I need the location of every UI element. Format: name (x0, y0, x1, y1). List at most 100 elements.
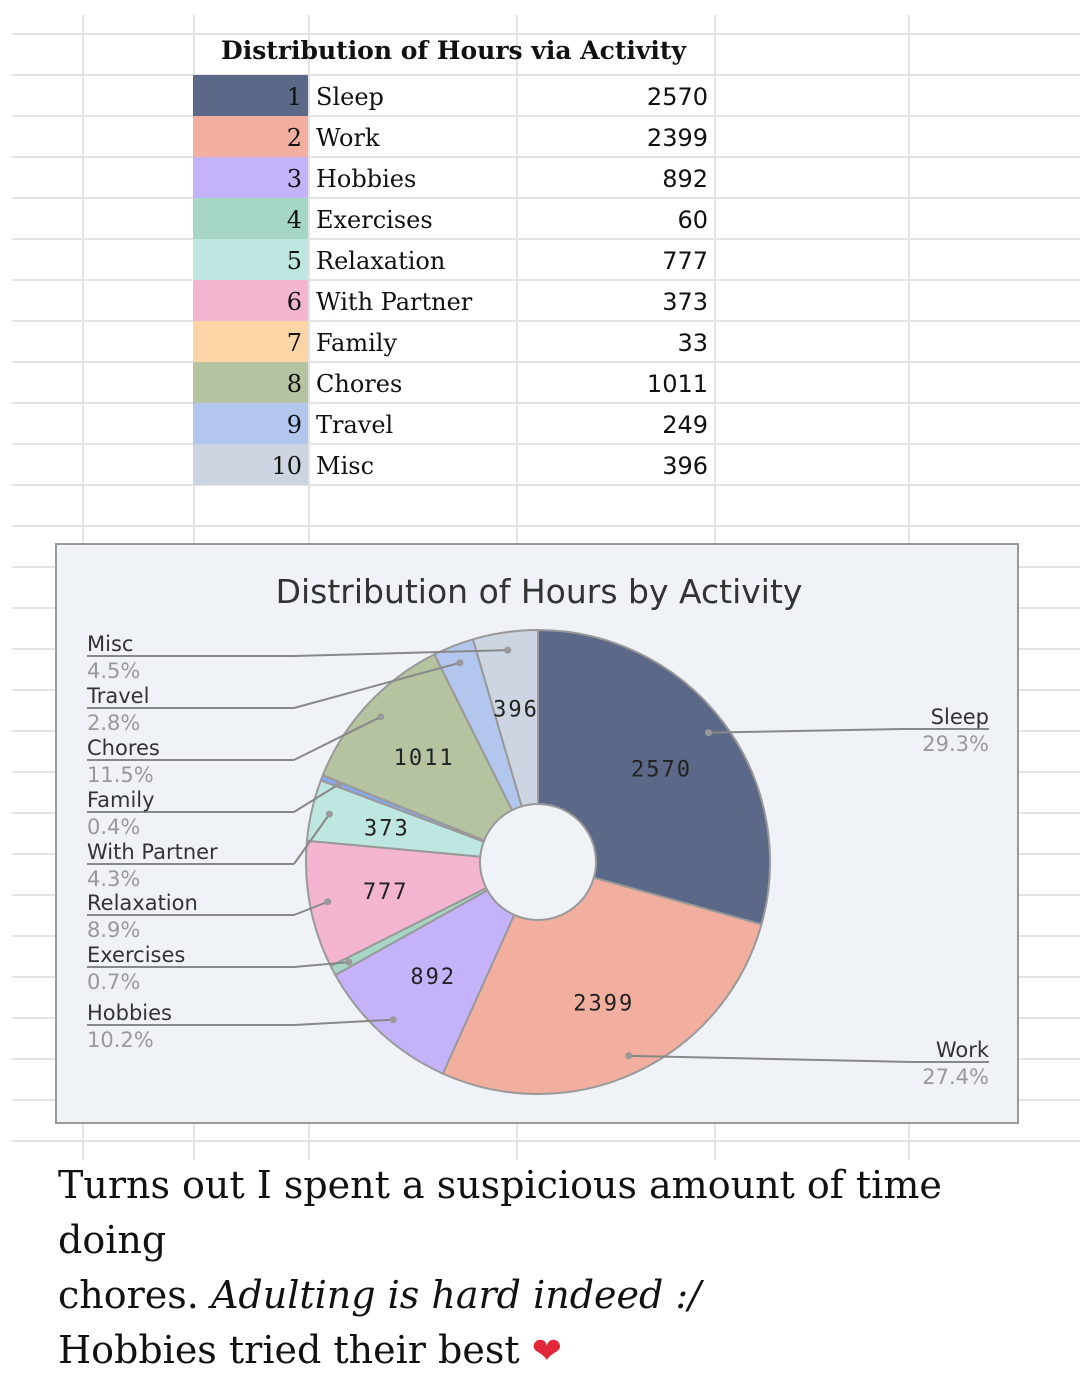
slice-name-label: Travel (86, 684, 149, 708)
activity-hours: 1011 (646, 370, 708, 398)
grid-row-line (12, 115, 1080, 117)
slice-percent-label: 0.7% (87, 970, 140, 994)
activity-name: Chores (316, 370, 403, 398)
activity-hours: 892 (662, 165, 708, 193)
leader-dot (345, 958, 353, 966)
slice-percent-label: 27.4% (922, 1065, 989, 1089)
leader-line (628, 1054, 913, 1063)
table-row: 10 Misc 396 (193, 444, 714, 485)
grid-row-line (12, 156, 1080, 158)
activity-hours: 60 (677, 206, 708, 234)
leader-line (293, 1018, 394, 1026)
leader-line (293, 900, 329, 916)
slice-value-label: 2399 (573, 991, 634, 1016)
slice-name-label: Relaxation (87, 891, 198, 915)
activity-name: Travel (316, 411, 394, 439)
activity-name: Exercises (316, 206, 433, 234)
activity-name: Relaxation (316, 247, 446, 275)
table-row: 5 Relaxation 777 (193, 239, 714, 280)
leader-dot (335, 780, 343, 788)
slice-percent-label: 8.9% (87, 918, 140, 942)
activity-hours: 2399 (646, 124, 708, 152)
activity-name: Family (316, 329, 397, 357)
leader-line (708, 728, 903, 734)
slice-name-label: Chores (87, 736, 160, 760)
pie-chart: Distribution of Hours by Activity 2570 239… (55, 543, 1019, 1124)
chart-title: Distribution of Hours by Activity (276, 572, 803, 611)
slice-value-label: 892 (410, 965, 456, 990)
row-index: 3 (193, 157, 308, 198)
grid-row-line (12, 197, 1080, 199)
row-index: 5 (193, 239, 308, 280)
row-index: 4 (193, 198, 308, 239)
activity-hours: 2570 (646, 83, 708, 111)
caption-line-1: Turns out I spent a suspicious amount of… (58, 1163, 942, 1262)
slice-name-label: Misc (87, 632, 133, 656)
grid-row-line (12, 74, 1080, 76)
pie-slice-sleep (537, 628, 771, 926)
sheet-title: Distribution of Hours via Activity (221, 36, 686, 65)
pie-slice-chores (321, 653, 514, 842)
grid-row-line (12, 484, 1080, 486)
activity-hours: 33 (677, 329, 708, 357)
slice-value-label: 396 (493, 698, 539, 723)
grid-row-line (12, 320, 1080, 322)
slice-value-label: 373 (364, 816, 410, 841)
table-row: 8 Chores 1011 (193, 362, 714, 403)
slice-percent-label: 0.4% (87, 815, 140, 839)
slice-percent-label: 2.8% (87, 711, 140, 735)
leader-dot (456, 659, 464, 667)
leader-dot (377, 713, 385, 721)
leader-dot (324, 898, 332, 906)
table-row: 4 Exercises 60 (193, 198, 714, 239)
leader-dot (504, 646, 512, 654)
slice-percent-label: 4.3% (87, 867, 140, 891)
activity-hours: 373 (662, 288, 708, 316)
activity-name: Misc (316, 452, 375, 480)
slice-percent-label: 4.5% (87, 659, 140, 683)
row-index: 1 (193, 75, 308, 116)
row-index: 10 (193, 444, 308, 485)
slice-name-label: With Partner (87, 840, 218, 864)
leader-line (293, 783, 340, 813)
slice-percent-label: 29.3% (922, 732, 989, 756)
table-row: 9 Travel 249 (193, 403, 714, 444)
row-index: 7 (193, 321, 308, 362)
activity-hours: 249 (662, 411, 708, 439)
table-row: 2 Work 2399 (193, 116, 714, 157)
heart-icon: ❤ (531, 1331, 562, 1372)
leader-line (293, 715, 382, 761)
grid-row-line (12, 238, 1080, 240)
activity-hours: 777 (662, 247, 708, 275)
grid-row-line (12, 402, 1080, 404)
table-row: 7 Family 33 (193, 321, 714, 362)
grid-row-line (12, 33, 1080, 35)
leader-line (293, 661, 461, 709)
pie-slice-hobbies (333, 888, 516, 1075)
activity-name: Sleep (316, 83, 384, 111)
row-index: 8 (193, 362, 308, 403)
slice-name-label: Work (936, 1038, 990, 1062)
grid-row-line (12, 1140, 1080, 1142)
activity-name: Work (316, 124, 380, 152)
leader-dot (325, 810, 333, 818)
caption-text: Hobbies tried their best (58, 1328, 520, 1372)
caption-text: chores. (58, 1273, 211, 1317)
activity-name: With Partner (316, 288, 473, 316)
caption: Turns out I spent a suspicious amount of… (58, 1158, 1058, 1379)
slice-value-label: 777 (363, 880, 409, 905)
leader-line (293, 649, 508, 657)
row-index: 6 (193, 280, 308, 321)
slice-value-label: 2570 (631, 757, 692, 782)
slice-name-label: Hobbies (87, 1001, 172, 1025)
table-row: 6 With Partner 373 (193, 280, 714, 321)
leader-line (293, 961, 349, 968)
leader-dot (704, 729, 712, 737)
leader-line (293, 813, 331, 865)
slice-value-label: 1011 (394, 746, 455, 771)
activity-name: Hobbies (316, 165, 417, 193)
leader-dot (625, 1052, 633, 1060)
grid-row-line (12, 279, 1080, 281)
slice-name-label: Sleep (931, 705, 989, 729)
caption-italic-text: Adulting is hard indeed :/ (210, 1273, 702, 1317)
